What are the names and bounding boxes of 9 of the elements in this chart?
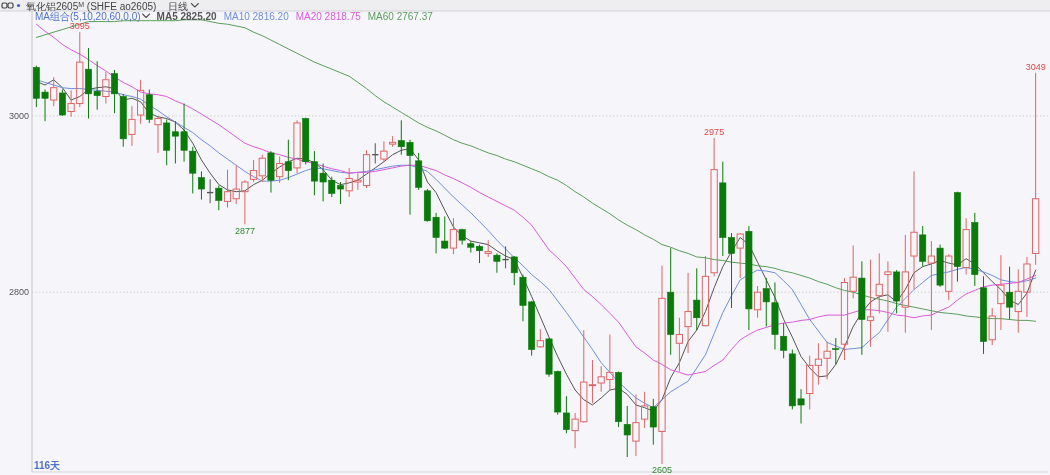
- subtitle: 日线: [168, 0, 189, 12]
- annotation: 2877: [234, 226, 255, 237]
- legend-title: MA组合(5,10,20,60,0,0): [35, 10, 141, 22]
- annotation: 3049: [1025, 61, 1046, 72]
- title: 氧化铝2605$^{M}$ (SHFE ao2605): [26, 0, 157, 12]
- annotation: 2975: [704, 126, 725, 137]
- annotation: 2605: [652, 465, 672, 475]
- annotation: 116天: [34, 460, 61, 471]
- annotation: 3095: [69, 21, 90, 32]
